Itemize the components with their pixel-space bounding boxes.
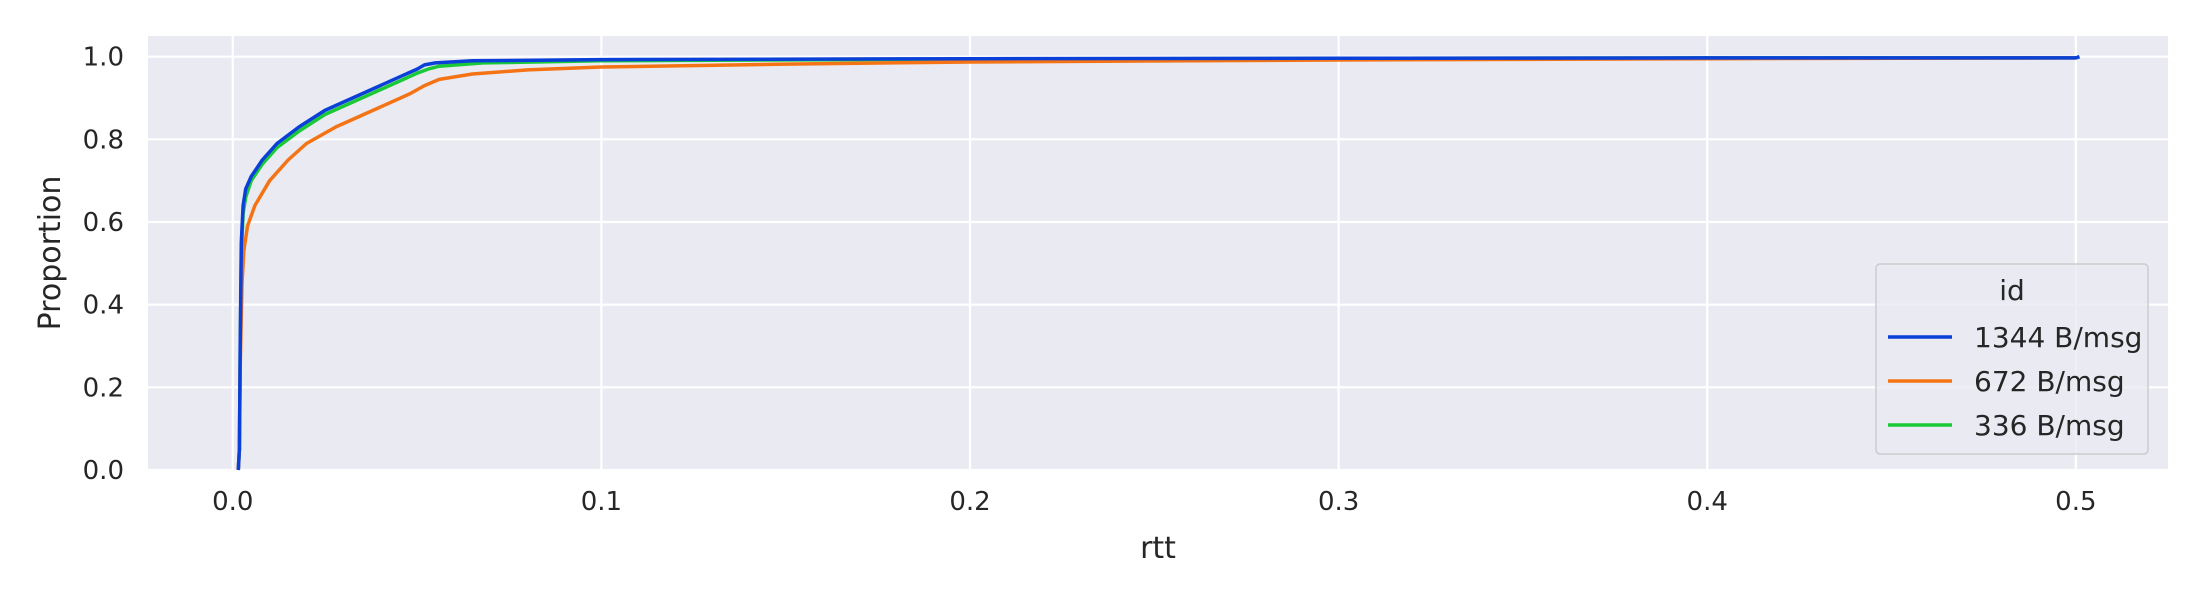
y-tick-label: 0.6 [83, 208, 124, 238]
y-axis-label: Proportion [33, 176, 68, 331]
legend-title: id [1999, 274, 2025, 307]
series-lines [236, 55, 2081, 471]
tick-labels: 0.0 0.1 0.2 0.3 0.4 0.5 0.0 0.2 0.4 0.6 0.8 1.0 [83, 43, 2097, 517]
x-tick-label: 0.0 [212, 487, 253, 517]
plot-background [148, 36, 2168, 470]
y-tick-label: 0.8 [83, 125, 124, 155]
series-line-1344-b-msg [236, 55, 2081, 471]
legend-entries: 1344 B/msg 672 B/msg 336 B/msg [1888, 321, 2142, 442]
x-tick-label: 0.2 [949, 487, 990, 517]
legend-label: 672 B/msg [1974, 365, 2125, 398]
x-tick-label: 0.5 [2055, 487, 2096, 517]
legend: id 1344 B/msg 672 B/msg 336 B/msg [1875, 263, 2149, 455]
x-tick-label: 0.4 [1687, 487, 1728, 517]
x-axis-label: rtt [1140, 531, 1176, 566]
legend-label: 336 B/msg [1974, 409, 2125, 442]
y-tick-label: 1.0 [83, 43, 124, 73]
series-line-672-b-msg [236, 56, 2076, 471]
legend-label: 1344 B/msg [1974, 321, 2142, 354]
x-tick-label: 0.1 [581, 487, 622, 517]
y-tick-label: 0.2 [83, 373, 124, 403]
x-tick-label: 0.3 [1318, 487, 1359, 517]
y-tick-label: 0.4 [83, 291, 124, 321]
legend-box [1875, 263, 2149, 455]
y-tick-label: 0.0 [83, 456, 124, 486]
